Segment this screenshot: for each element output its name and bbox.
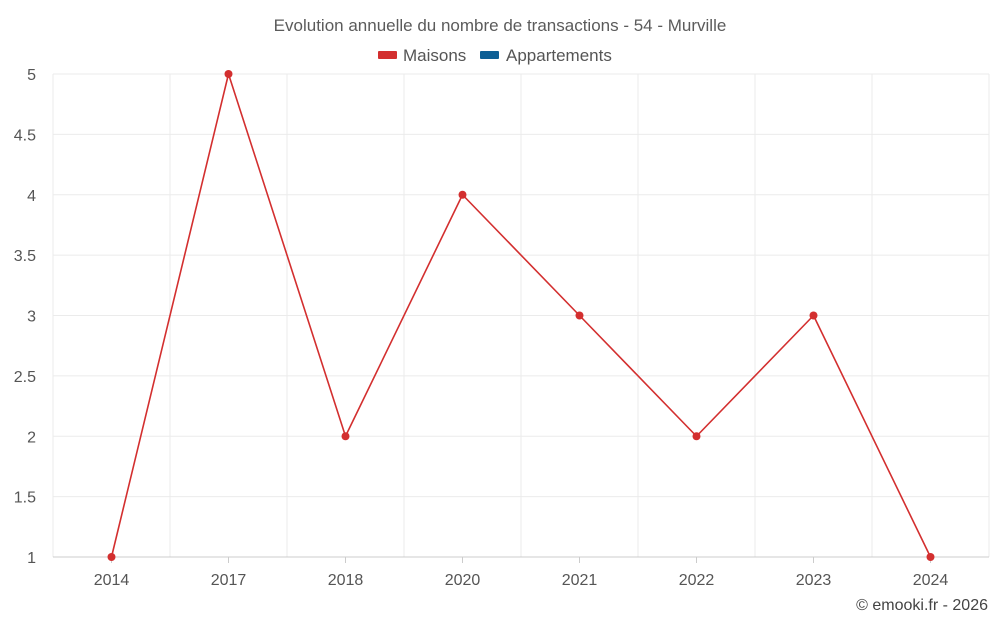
- data-point[interactable]: [575, 311, 584, 320]
- y-tick-label: 4: [27, 188, 36, 205]
- x-tick-label: 2023: [796, 572, 832, 589]
- y-axis-ticks: 1 1.5 2 2.5 3 3.5 4 4.5 5: [14, 67, 36, 567]
- series-layer: [107, 70, 935, 561]
- x-tick-label: 2017: [211, 572, 247, 589]
- data-point[interactable]: [107, 553, 116, 561]
- data-point[interactable]: [224, 70, 233, 78]
- y-tick-label: 2: [27, 429, 36, 446]
- y-tick-label: 1.5: [14, 490, 36, 507]
- grid: [52, 73, 990, 558]
- legend-swatch-maisons: [378, 51, 397, 59]
- legend-item-appartements[interactable]: Appartements: [480, 46, 612, 65]
- data-point[interactable]: [692, 432, 701, 441]
- y-tick-label: 4.5: [14, 127, 36, 144]
- data-point[interactable]: [809, 311, 818, 320]
- data-point[interactable]: [341, 432, 350, 441]
- x-axis-ticks: 2014 2017 2018 2020 2021 2022 2023 2024: [94, 557, 949, 589]
- y-tick-label: 2.5: [14, 369, 36, 386]
- y-tick-label: 3: [27, 309, 36, 326]
- x-tick-label: 2014: [94, 572, 130, 589]
- y-tick-label: 3.5: [14, 248, 36, 265]
- y-tick-label: 1: [27, 550, 36, 567]
- x-tick-label: 2022: [679, 572, 715, 589]
- x-tick-label: 2020: [445, 572, 481, 589]
- legend: Maisons Appartements: [378, 46, 612, 65]
- y-tick-label: 5: [27, 67, 36, 84]
- legend-label-maisons: Maisons: [403, 46, 466, 65]
- legend-label-appartements: Appartements: [506, 46, 612, 65]
- legend-item-maisons[interactable]: Maisons: [378, 46, 466, 65]
- credit-text: © emooki.fr - 2026: [856, 597, 988, 614]
- data-point[interactable]: [458, 190, 467, 199]
- x-tick-label: 2018: [328, 572, 364, 589]
- chart-title: Evolution annuelle du nombre de transact…: [274, 16, 727, 35]
- data-point[interactable]: [926, 553, 935, 561]
- series-line-maisons: [110, 73, 932, 558]
- x-tick-label: 2021: [562, 572, 598, 589]
- x-tick-label: 2024: [913, 572, 949, 589]
- legend-swatch-appartements: [480, 51, 499, 59]
